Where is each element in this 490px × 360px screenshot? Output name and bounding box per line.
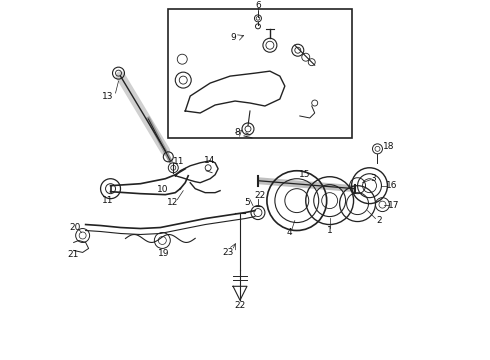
Text: 23: 23	[222, 248, 234, 257]
Text: 22: 22	[234, 301, 245, 310]
Text: 6: 6	[255, 1, 261, 10]
Text: 19: 19	[158, 249, 169, 258]
Text: 1: 1	[327, 226, 333, 235]
Text: 15: 15	[299, 170, 311, 179]
Text: 14: 14	[204, 156, 216, 165]
Text: 18: 18	[383, 142, 394, 151]
Text: 11: 11	[102, 196, 113, 205]
Text: 5: 5	[244, 198, 250, 207]
Text: 10: 10	[157, 185, 168, 194]
Text: 17: 17	[388, 201, 399, 210]
Text: 4: 4	[287, 228, 293, 237]
Text: 11: 11	[172, 157, 184, 166]
Text: 8: 8	[234, 129, 240, 138]
Text: 16: 16	[386, 181, 397, 190]
Text: 20: 20	[69, 223, 80, 232]
Text: 12: 12	[167, 198, 178, 207]
Text: 21: 21	[67, 250, 78, 259]
Text: 13: 13	[102, 91, 113, 100]
Text: 3: 3	[370, 174, 376, 183]
Text: 9: 9	[230, 33, 236, 42]
Bar	[168, 9, 352, 138]
Text: 22: 22	[254, 191, 266, 200]
Text: 2: 2	[377, 216, 382, 225]
